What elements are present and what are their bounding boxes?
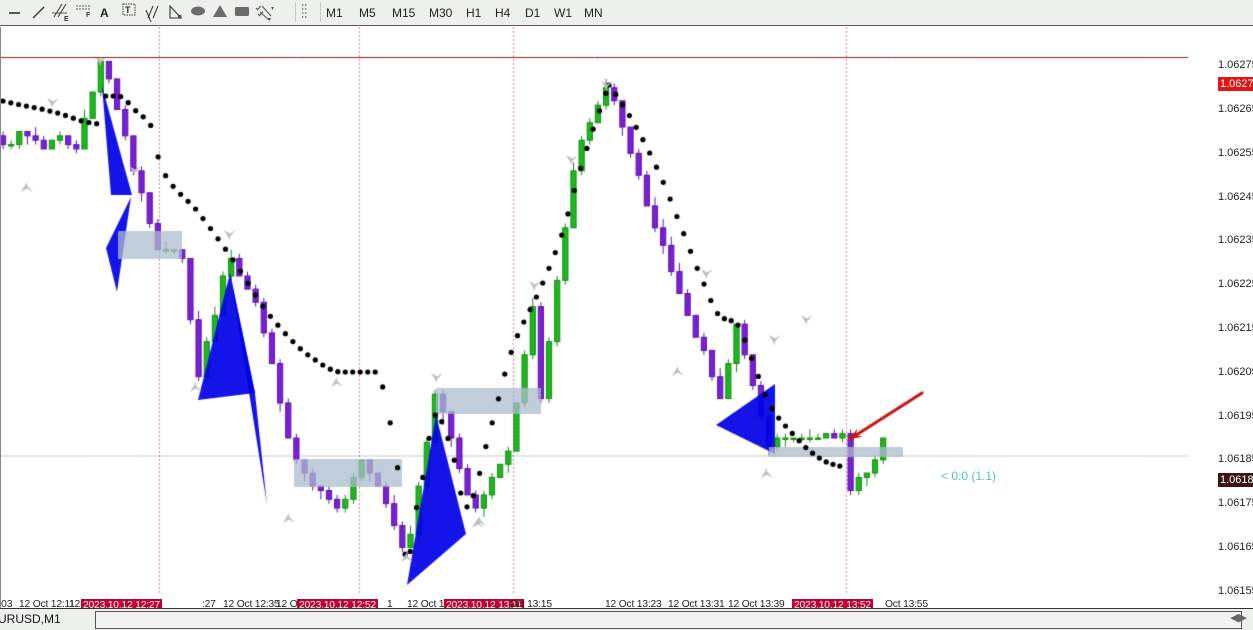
svg-text:T: T [125, 5, 131, 15]
svg-text:E: E [64, 16, 69, 23]
svg-text:F: F [86, 12, 91, 19]
